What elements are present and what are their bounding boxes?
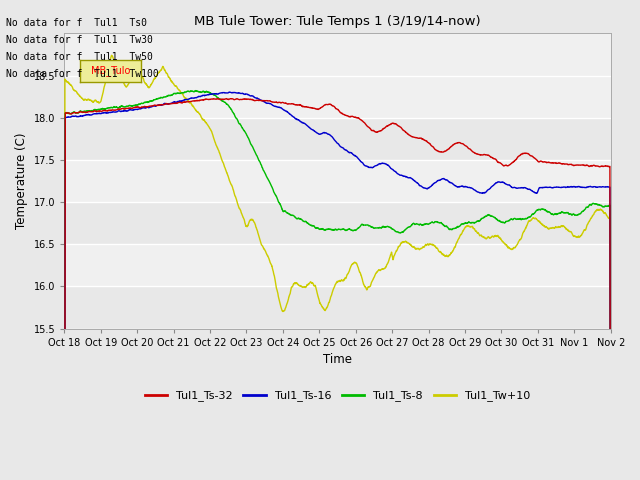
Bar: [64, 75, 611, 118]
Bar: [64, 244, 611, 287]
Text: No data for f  Tul1  Tw50: No data for f Tul1 Tw50: [6, 52, 153, 62]
Legend: Tul1_Ts-32, Tul1_Ts-16, Tul1_Ts-8, Tul1_Tw+10: Tul1_Ts-32, Tul1_Ts-16, Tul1_Ts-8, Tul1_…: [140, 386, 535, 406]
Text: No data for f  Tul1  Tw30: No data for f Tul1 Tw30: [6, 35, 153, 45]
Title: MB Tule Tower: Tule Temps 1 (3/19/14-now): MB Tule Tower: Tule Temps 1 (3/19/14-now…: [194, 15, 481, 28]
Text: No data for f  Tul1  Ts0: No data for f Tul1 Ts0: [6, 18, 147, 28]
Bar: [64, 287, 611, 329]
Text: No data for f  Tul1  Tw100: No data for f Tul1 Tw100: [6, 69, 159, 79]
X-axis label: Time: Time: [323, 353, 352, 366]
Bar: [64, 202, 611, 244]
Bar: [64, 160, 611, 202]
Text: MB_Tulo: MB_Tulo: [91, 65, 130, 76]
Bar: [64, 118, 611, 160]
Y-axis label: Temperature (C): Temperature (C): [15, 133, 28, 229]
